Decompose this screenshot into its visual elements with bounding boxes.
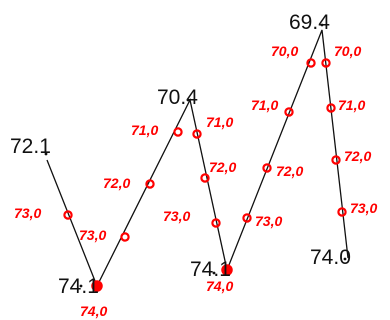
contour-marker-c1 bbox=[63, 210, 73, 220]
contour-marker-c17 bbox=[337, 207, 347, 217]
contour-marker-c14 bbox=[321, 58, 331, 68]
contour-marker-c12 bbox=[284, 107, 294, 117]
contour-label-c9: 74,0 bbox=[206, 278, 233, 294]
profile-lines bbox=[46, 29, 349, 288]
vertex-labels: 72.1 74.1 70.4 74.1 69.4 74.0 bbox=[10, 11, 351, 298]
profile-line bbox=[46, 29, 349, 288]
contour-marker-c8 bbox=[211, 218, 221, 228]
contour-label-c8: 73,0 bbox=[163, 208, 190, 224]
vertex-label-v2: 74.1 bbox=[58, 275, 99, 298]
contour-marker-c13 bbox=[306, 58, 316, 68]
contour-marker-c4 bbox=[145, 179, 155, 189]
contour-label-c16: 72,0 bbox=[344, 148, 371, 164]
contour-marker-c2 bbox=[91, 280, 103, 292]
vertex-label-v5: 69.4 bbox=[289, 11, 330, 34]
contour-label-c15: 71,0 bbox=[338, 97, 365, 113]
contour-marks bbox=[63, 58, 347, 292]
contour-label-c7: 72,0 bbox=[209, 159, 236, 175]
contour-marker-c7 bbox=[200, 173, 210, 183]
contour-marker-c15 bbox=[326, 103, 336, 113]
vertex-dot-v5 bbox=[320, 23, 324, 27]
vertex-label-v6: 74.0 bbox=[310, 246, 351, 269]
contour-labels: 73,0 74,0 73,0 72,0 71,0 71,0 72,0 73,0 74,0 73,0… bbox=[14, 43, 377, 319]
contour-marker-c5 bbox=[173, 127, 183, 137]
contour-label-c6: 71,0 bbox=[206, 114, 233, 130]
contour-label-c3: 73,0 bbox=[79, 227, 106, 243]
contour-label-c4: 72,0 bbox=[103, 175, 130, 191]
contour-label-c14: 70,0 bbox=[334, 43, 361, 59]
contour-marker-c10 bbox=[242, 213, 252, 223]
vertex-dot-v3 bbox=[186, 98, 190, 102]
vertex-dot-v2 bbox=[79, 284, 83, 288]
contour-label-c11: 72,0 bbox=[276, 163, 303, 179]
contour-label-c12: 71,0 bbox=[251, 97, 278, 113]
contour-label-c17: 73,0 bbox=[350, 200, 377, 216]
contour-label-c10: 73,0 bbox=[255, 213, 282, 229]
contour-label-c2: 74,0 bbox=[80, 303, 107, 319]
contour-label-c5: 71,0 bbox=[131, 122, 158, 138]
vertex-label-v3: 70.4 bbox=[157, 86, 198, 109]
contour-marker-c6 bbox=[192, 129, 202, 139]
contour-marker-c3 bbox=[120, 232, 130, 242]
contour-marker-c11 bbox=[262, 163, 272, 173]
contour-label-c1: 73,0 bbox=[14, 205, 41, 221]
vertex-label-v1: 72.1 bbox=[10, 135, 51, 158]
vertex-dot-v4 bbox=[212, 271, 216, 275]
contour-marker-c16 bbox=[331, 155, 341, 165]
contour-marker-c9 bbox=[221, 264, 233, 276]
vertex-dot-v1 bbox=[44, 152, 48, 156]
vertex-label-v4: 74.1 bbox=[190, 258, 231, 281]
contour-label-c13: 70,0 bbox=[271, 43, 298, 59]
vertex-dot-v6 bbox=[343, 257, 347, 261]
